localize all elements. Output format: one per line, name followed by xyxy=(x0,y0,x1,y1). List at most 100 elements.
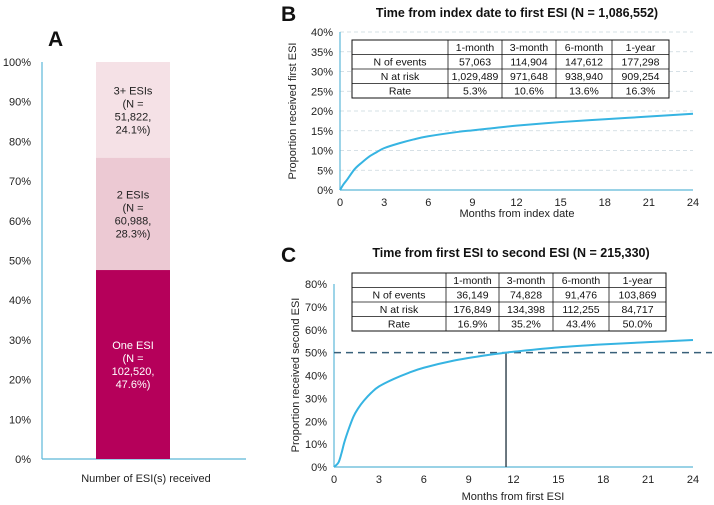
panel-a-y-tick-0: 0% xyxy=(15,454,31,466)
bar-segment-label-3-esis: 3+ ESIs (N = 51,822, 24.1%) xyxy=(114,85,153,136)
panel-c-x-tick-3: 3 xyxy=(376,474,382,486)
panel-letter-a: A xyxy=(48,28,63,51)
panel-c-x-tick-0: 0 xyxy=(331,474,337,486)
panel-b-table-cell: 5.3% xyxy=(463,86,487,98)
panel-b-table-header-cell: 3-month xyxy=(510,42,549,54)
panel-a-y-tick-70: 70% xyxy=(9,176,31,188)
panel-c-y-axis-label: Proportion received second ESI xyxy=(290,298,302,453)
panel-b-x-tick-12: 12 xyxy=(510,197,522,209)
panel-c-y-tick-50: 50% xyxy=(305,348,327,360)
panel-a-y-tick-10: 10% xyxy=(9,414,31,426)
panel-c-table-cell: 74,828 xyxy=(510,290,542,302)
panel-b-y-tick-0: 0% xyxy=(317,185,333,197)
panel-b-y-tick-15: 15% xyxy=(311,126,333,138)
panel-b-table-cell: 57,063 xyxy=(459,57,491,69)
panel-a-y-tick-40: 40% xyxy=(9,295,31,307)
panel-b-table-cell: 938,940 xyxy=(565,71,603,83)
panel-c-table-header-cell: 1-year xyxy=(623,275,653,287)
panel-b: B Time from index date to first ESI (N =… xyxy=(281,3,699,220)
panel-b-summary-table: 1-month 3-month 6-month 1-year N of events 57… xyxy=(351,39,670,99)
panel-a-y-tick-20: 20% xyxy=(9,375,31,387)
panel-b-x-tick-9: 9 xyxy=(469,197,475,209)
panel-a-stacked-bar: One ESI (N = 102,520, 47.6%) 2 ESIs (N = 60,98… xyxy=(96,62,170,459)
panel-c-x-tick-18: 18 xyxy=(597,474,609,486)
panel-b-series-line xyxy=(339,112,694,191)
panel-b-table-cell: Rate xyxy=(389,86,411,98)
panel-b-x-tick-labels: 0 3 6 9 12 15 18 21 24 xyxy=(337,197,699,209)
panel-c-table-cell: 35.2% xyxy=(511,319,541,331)
bar-segment-3-esis xyxy=(96,62,170,158)
panel-a-x-axis-label: Number of ESI(s) received xyxy=(81,473,211,485)
panel-c-series-line xyxy=(333,339,694,468)
panel-b-x-axis-label: Months from index date xyxy=(460,208,575,220)
panel-a: A 0% 10% 20% 30% 40% 50% 60% 70% 80% 90% 100% One … xyxy=(3,28,246,485)
panel-c-y-tick-60: 60% xyxy=(305,325,327,337)
panel-b-table-cell: N at risk xyxy=(381,71,420,83)
panel-b-y-tick-10: 10% xyxy=(311,146,333,158)
panel-c-table-header-cell: 3-month xyxy=(507,275,546,287)
panel-c-x-tick-15: 15 xyxy=(552,474,564,486)
panel-b-x-tick-24: 24 xyxy=(687,197,699,209)
panel-c-table-cell: 176,849 xyxy=(454,304,492,316)
panel-c-table-header-cell: 6-month xyxy=(562,275,601,287)
panel-b-table-cell: 13.6% xyxy=(569,86,599,98)
panel-a-y-tick-30: 30% xyxy=(9,335,31,347)
panel-c-table-cell: 36,149 xyxy=(456,290,488,302)
panel-b-title: Time from index date to first ESI (N = 1… xyxy=(376,6,658,20)
panel-a-y-tick-50: 50% xyxy=(9,256,31,268)
panel-c-y-tick-40: 40% xyxy=(305,371,327,383)
panel-a-y-tick-60: 60% xyxy=(9,216,31,228)
panel-c-table-cell: N at risk xyxy=(380,304,419,316)
panel-c-y-tick-10: 10% xyxy=(305,439,327,451)
panel-c-title: Time from first ESI to second ESI (N = 2… xyxy=(372,246,649,260)
panel-c-table-cell: 112,255 xyxy=(562,304,599,316)
panel-c-table-cell: 50.0% xyxy=(623,319,653,331)
panel-b-table-cell: 10.6% xyxy=(514,86,544,98)
panel-b-table-header-cell: 6-month xyxy=(565,42,604,54)
panel-a-y-tick-labels: 0% 10% 20% 30% 40% 50% 60% 70% 80% 90% 100% xyxy=(3,57,31,466)
panel-b-y-tick-25: 25% xyxy=(311,86,333,98)
panel-b-y-tick-35: 35% xyxy=(311,47,333,59)
panel-c-summary-table: 1-month 3-month 6-month 1-year N of events 36… xyxy=(351,272,667,332)
panel-c-x-tick-9: 9 xyxy=(466,474,472,486)
panel-b-table-header-cell: 1-month xyxy=(456,42,495,54)
panel-b-table-cell: 909,254 xyxy=(622,71,660,83)
panel-b-table-cell: 1,029,489 xyxy=(452,71,499,83)
panel-c-table-cell: 16.9% xyxy=(458,319,488,331)
panel-c-x-tick-24: 24 xyxy=(687,474,699,486)
panel-b-y-tick-labels: 0% 5% 10% 15% 20% 25% 30% 35% 40% xyxy=(311,27,333,197)
panel-c-y-tick-0: 0% xyxy=(311,462,327,474)
bar-segment-2-esis xyxy=(96,157,170,271)
panel-b-x-tick-18: 18 xyxy=(599,197,611,209)
bar-segment-label-one-esi: One ESI (N = 102,520, 47.6%) xyxy=(112,340,155,391)
bar-segment-label-2-esis: 2 ESIs (N = 60,988, 28.3%) xyxy=(115,189,152,240)
panel-a-y-tick-90: 90% xyxy=(9,97,31,109)
panel-c-x-tick-21: 21 xyxy=(642,474,654,486)
panel-a-y-tick-100: 100% xyxy=(3,57,31,69)
panel-b-y-tick-20: 20% xyxy=(311,106,333,118)
panel-b-x-tick-6: 6 xyxy=(425,197,431,209)
panel-b-table-cell: 971,648 xyxy=(510,71,548,83)
panel-c: C Time from first ESI to second ESI (N =… xyxy=(281,244,712,503)
panel-c-table-cell: N of events xyxy=(372,290,425,302)
panel-c-x-axis-label: Months from first ESI xyxy=(462,491,565,503)
panel-b-x-tick-21: 21 xyxy=(643,197,655,209)
panel-c-table-cell: 43.4% xyxy=(566,319,596,331)
panel-c-x-tick-6: 6 xyxy=(421,474,427,486)
panel-c-y-tick-labels: 0% 10% 20% 30% 40% 50% 60% 70% 80% xyxy=(305,279,327,474)
bar-segment-one-esi xyxy=(96,270,170,459)
panel-c-x-tick-12: 12 xyxy=(507,474,519,486)
panel-b-y-tick-30: 30% xyxy=(311,67,333,79)
panel-c-y-tick-80: 80% xyxy=(305,279,327,291)
panel-c-y-tick-20: 20% xyxy=(305,416,327,428)
panel-b-x-tick-3: 3 xyxy=(381,197,387,209)
panel-c-y-tick-70: 70% xyxy=(305,302,327,314)
panel-b-y-tick-5: 5% xyxy=(317,165,333,177)
panel-b-table-cell: 147,612 xyxy=(565,57,603,69)
panel-c-table-cell: Rate xyxy=(388,319,410,331)
panel-letter-c: C xyxy=(281,244,296,267)
panel-b-x-tick-0: 0 xyxy=(337,197,343,209)
panel-c-table-header-cell: 1-month xyxy=(453,275,492,287)
panel-b-table-cell: N of events xyxy=(373,57,426,69)
